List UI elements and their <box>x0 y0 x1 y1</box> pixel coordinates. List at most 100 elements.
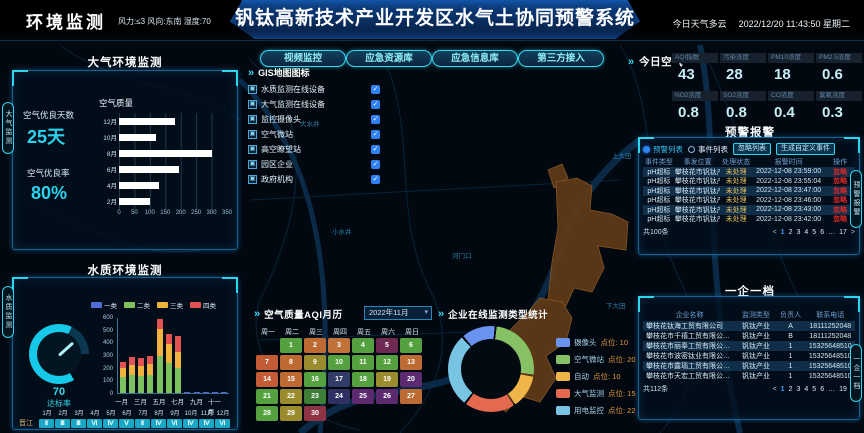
prev-page-button[interactable]: < <box>772 385 777 393</box>
emergency-info-button[interactable]: 应急信息库 <box>432 50 518 67</box>
calendar-day[interactable]: 24 <box>328 389 350 404</box>
calendar-day[interactable]: 11 <box>352 355 374 370</box>
gis-layer-item[interactable]: ▣ 空气微站 ✓ <box>248 127 380 142</box>
edge-tab-warning[interactable]: 预警报警 <box>850 170 862 228</box>
page-number[interactable]: 6 <box>820 228 825 236</box>
table-row[interactable]: 攀枝花市波密钛业有限公… 钒钛产业 1 15325648510 <box>643 351 855 361</box>
calendar-day[interactable]: 3 <box>328 338 350 353</box>
calendar-day[interactable]: 17 <box>328 372 350 387</box>
gis-layer-item[interactable]: ▣ 高空瞭望站 ✓ <box>248 142 380 157</box>
prev-page-button[interactable]: < <box>772 228 777 236</box>
tab-event-list[interactable]: 事件列表 <box>688 144 728 155</box>
page-number[interactable]: 2 <box>788 228 793 236</box>
river-class-cell: Ⅱ <box>39 418 54 428</box>
layer-checkbox[interactable]: ✓ <box>371 175 380 184</box>
calendar-day[interactable]: 16 <box>304 372 326 387</box>
third-party-access-button[interactable]: 第三方接入 <box>518 50 604 67</box>
river-month-label: 3月 <box>74 411 84 417</box>
page-number[interactable]: 6 <box>820 385 825 393</box>
calendar-day[interactable]: 19 <box>376 372 398 387</box>
gis-layer-item[interactable]: ▣ 园区企业 ✓ <box>248 157 380 172</box>
page-number[interactable]: 4 <box>804 385 809 393</box>
stack-segment <box>165 344 172 364</box>
table-row[interactable]: 攀枝花市天宏工贸有限公… 钒钛产业 1 15325648510 <box>643 371 855 381</box>
stack-segment <box>119 376 126 393</box>
page-number[interactable]: 17 <box>839 228 847 236</box>
donut-legend-item: 用电监控 点位: 22 <box>556 402 636 419</box>
table-row[interactable]: 攀枝花市千禧工贸有限公… 钒钛产业 B 18111252048 <box>643 331 855 341</box>
calendar-day[interactable]: 20 <box>400 372 422 387</box>
gis-layer-item[interactable]: ▣ 大气监测在线设备 ✓ <box>248 97 380 112</box>
table-row[interactable]: 攀枝花市丽奉工贸有限公… 钒钛产业 1 15325648510 <box>643 341 855 351</box>
calendar-day[interactable]: 10 <box>328 355 350 370</box>
edge-tab-enterprise[interactable]: 一企一档 <box>850 344 862 402</box>
page-number[interactable]: 19 <box>839 385 847 393</box>
ignore-action[interactable]: 忽略 <box>833 168 848 176</box>
video-monitor-button[interactable]: 视频监控 <box>260 50 346 67</box>
emergency-resource-button[interactable]: 应急资源库 <box>346 50 432 67</box>
gis-layer-item[interactable]: ▣ 水质监测在线设备 ✓ <box>248 82 380 97</box>
page-number[interactable]: 5 <box>812 385 817 393</box>
calendar-day[interactable]: 26 <box>376 389 398 404</box>
ignore-action[interactable]: 忽略 <box>833 178 848 186</box>
ignore-action[interactable]: 忽略 <box>833 216 848 224</box>
table-row[interactable]: 攀枝花市露瑙工贸有限公… 钒钛产业 1 15325648510 <box>643 361 855 371</box>
gis-layer-item[interactable]: ▣ 政府机构 ✓ <box>248 172 380 187</box>
ignore-action[interactable]: 忽略 <box>833 197 848 205</box>
calendar-day[interactable]: 21 <box>256 389 278 404</box>
tab-warning-list[interactable]: 预警列表 <box>643 144 683 155</box>
month-select-dropdown[interactable]: 2022年11月 ▾ <box>364 306 432 320</box>
stack-segment <box>128 357 135 365</box>
edge-tab-air-monitoring[interactable]: 大气监测 <box>2 102 14 154</box>
calendar-day[interactable]: 8 <box>280 355 302 370</box>
calendar-day[interactable]: 29 <box>280 406 302 421</box>
layer-checkbox[interactable]: ✓ <box>371 85 380 94</box>
page-number[interactable]: 1 <box>780 228 785 236</box>
table-row[interactable]: 攀枝花钛海工贸有限公司 钒钛产业 A 18111252048 <box>643 321 855 331</box>
ignore-action[interactable]: 忽略 <box>833 187 848 195</box>
calendar-day[interactable]: 15 <box>280 372 302 387</box>
calendar-day[interactable]: 22 <box>280 389 302 404</box>
ignore-list-button[interactable]: 忽略列表 <box>733 143 771 155</box>
page-number[interactable]: 1 <box>780 385 785 393</box>
calendar-day[interactable]: 9 <box>304 355 326 370</box>
calendar-day[interactable]: 28 <box>256 406 278 421</box>
page-number[interactable]: 2 <box>788 385 793 393</box>
calendar-day[interactable]: 13 <box>400 355 422 370</box>
next-page-button[interactable]: > <box>850 228 855 236</box>
page-number[interactable]: 3 <box>796 385 801 393</box>
layer-checkbox[interactable]: ✓ <box>371 160 380 169</box>
edge-tab-water-monitoring[interactable]: 水质监测 <box>2 286 14 338</box>
calendar-day[interactable]: 5 <box>376 338 398 353</box>
layer-checkbox[interactable]: ✓ <box>371 115 380 124</box>
gis-layer-item[interactable]: ▣ 监控摄像头 ✓ <box>248 112 380 127</box>
create-custom-event-button[interactable]: 生成自定义事件 <box>776 143 835 155</box>
calendar-day[interactable]: 25 <box>352 389 374 404</box>
calendar-day[interactable]: 7 <box>256 355 278 370</box>
page-number[interactable]: 5 <box>812 228 817 236</box>
page-number[interactable]: 4 <box>804 228 809 236</box>
page-number[interactable]: 3 <box>796 228 801 236</box>
layer-checkbox[interactable]: ✓ <box>371 130 380 139</box>
ignore-action[interactable]: 忽略 <box>833 206 848 214</box>
calendar-day[interactable]: 27 <box>400 389 422 404</box>
calendar-day[interactable]: 6 <box>400 338 422 353</box>
calendar-day[interactable]: 14 <box>256 372 278 387</box>
calendar-day[interactable]: 30 <box>304 406 326 421</box>
calendar-day[interactable]: 4 <box>352 338 374 353</box>
layer-checkbox[interactable]: ✓ <box>371 100 380 109</box>
calendar-day[interactable]: 2 <box>304 338 326 353</box>
layer-checkbox[interactable]: ✓ <box>371 145 380 154</box>
calendar-day[interactable]: 18 <box>352 372 374 387</box>
calendar-day[interactable]: 23 <box>304 389 326 404</box>
river-name: 晋江 <box>19 420 33 427</box>
calendar-day[interactable]: 12 <box>376 355 398 370</box>
calendar-day[interactable]: 1 <box>280 338 302 353</box>
legend-name: 空气微站 <box>574 355 604 364</box>
